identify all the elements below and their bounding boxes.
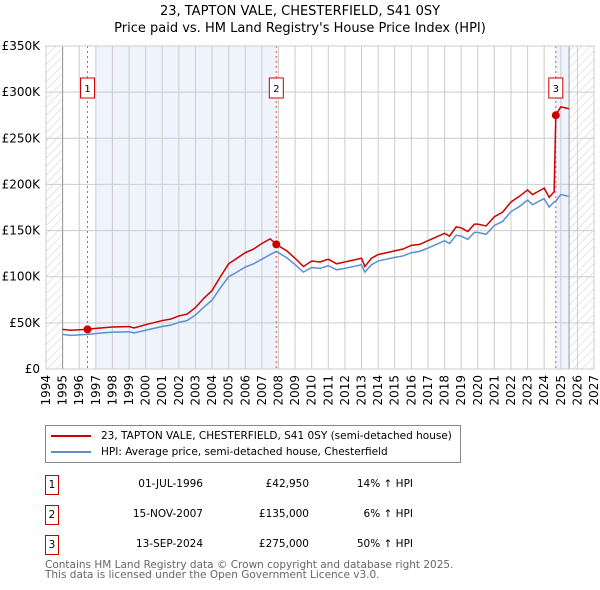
x-tick-label: 2017 xyxy=(421,375,435,406)
subtitle: Price paid vs. HM Land Registry's House … xyxy=(114,21,486,36)
sale-label-box xyxy=(80,77,96,99)
x-tick-label: 1997 xyxy=(89,375,103,406)
sale-label: 3 xyxy=(553,84,559,95)
y-tick-label: £350K xyxy=(2,39,42,53)
x-tick-label: 2022 xyxy=(504,375,518,406)
date: 15-NOV-2007 xyxy=(132,508,203,520)
x-tick-label: 2020 xyxy=(471,375,485,406)
x-tick-label: 1996 xyxy=(72,375,86,406)
chart-title: 23, TAPTON VALE, CHESTERFIELD, S41 0SY P… xyxy=(0,3,600,37)
y-tick-label: £300K xyxy=(2,85,42,99)
y-tick-label: £200K xyxy=(2,177,42,191)
x-tick-label: 2015 xyxy=(388,375,402,406)
x-tick-label: 2006 xyxy=(238,375,252,406)
legend-swatch xyxy=(51,451,91,453)
marker-number: 1 xyxy=(45,475,59,495)
x-tick-label: 2023 xyxy=(521,375,535,406)
sale-label: 2 xyxy=(273,84,279,95)
y-tick-label: £250K xyxy=(2,131,42,145)
y-tick-label: £50K xyxy=(9,316,41,330)
price: £135,000 xyxy=(258,508,309,520)
sale-label-box xyxy=(548,77,564,99)
hpi-line xyxy=(62,193,570,337)
shaded-period xyxy=(95,46,277,369)
transaction-row: 3 13-SEP-2024 £275,000 50% ↑ HPI xyxy=(45,535,445,555)
x-tick-label: 2002 xyxy=(172,375,186,406)
x-tick-label: 2004 xyxy=(205,375,219,406)
y-tick-label: £0 xyxy=(25,362,40,376)
legend-item-hpi: HPI: Average price, semi-detached house,… xyxy=(51,446,388,458)
x-tick-label: 1998 xyxy=(105,375,119,406)
hpi-diff: 6% ↑ HPI xyxy=(363,508,413,520)
x-tick-label: 2010 xyxy=(305,375,319,406)
property-price-line xyxy=(62,106,570,331)
x-tick-label: 2009 xyxy=(288,375,302,406)
legend: 23, TAPTON VALE, CHESTERFIELD, S41 0SY (… xyxy=(45,425,461,463)
x-tick-label: 2001 xyxy=(155,375,169,406)
x-tick-label: 2008 xyxy=(271,375,285,406)
price: £42,950 xyxy=(265,478,309,490)
x-tick-label: 2021 xyxy=(487,375,501,406)
legend-item-property: 23, TAPTON VALE, CHESTERFIELD, S41 0SY (… xyxy=(51,430,452,442)
transaction-row: 1 01-JUL-1996 £42,950 14% ↑ HPI xyxy=(45,475,445,495)
x-tick-label: 1994 xyxy=(39,375,53,406)
sale-point xyxy=(272,240,281,249)
legend-swatch xyxy=(51,435,91,437)
x-tick-label: 2011 xyxy=(321,375,335,406)
x-tick-label: 2018 xyxy=(438,375,452,406)
transaction-row: 2 15-NOV-2007 £135,000 6% ↑ HPI xyxy=(45,505,445,525)
price-chart: £0 £50K £100K £150K £200K £250K £300K £350K 1994… xyxy=(2,39,600,406)
x-tick-label: 2012 xyxy=(338,375,352,406)
sale-label: 1 xyxy=(84,84,90,95)
x-tick-label: 2003 xyxy=(188,375,202,406)
x-tick-label: 1995 xyxy=(56,375,70,406)
x-tick-label: 2016 xyxy=(404,375,418,406)
footer: Contains HM Land Registry data © Crown c… xyxy=(45,559,454,581)
footer-line: Contains HM Land Registry data © Crown c… xyxy=(45,559,454,571)
x-tick-label: 2027 xyxy=(587,375,600,406)
hpi-diff: 14% ↑ HPI xyxy=(356,478,413,490)
x-tick-label: 2019 xyxy=(454,375,468,406)
x-tick-label: 2013 xyxy=(355,375,369,406)
legend-label: 23, TAPTON VALE, CHESTERFIELD, S41 0SY (… xyxy=(101,430,452,442)
marker-number: 2 xyxy=(45,505,59,525)
price: £275,000 xyxy=(258,538,309,550)
shaded-period xyxy=(555,46,570,369)
x-tick-label: 1999 xyxy=(122,375,136,406)
date: 13-SEP-2024 xyxy=(135,538,203,550)
hpi-diff: 50% ↑ HPI xyxy=(356,538,413,550)
x-tick-label: 2026 xyxy=(570,375,584,406)
x-tick-label: 2024 xyxy=(537,375,551,406)
y-tick-label: £150K xyxy=(2,224,42,238)
hatched-region xyxy=(46,46,63,369)
legend-label: HPI: Average price, semi-detached house,… xyxy=(101,446,388,458)
title: 23, TAPTON VALE, CHESTERFIELD, S41 0SY xyxy=(159,4,441,19)
sale-point xyxy=(551,111,560,120)
plot-border xyxy=(45,45,595,370)
date: 01-JUL-1996 xyxy=(138,478,203,490)
marker-number: 3 xyxy=(45,535,59,555)
x-tick-label: 2014 xyxy=(371,375,385,406)
y-tick-label: £100K xyxy=(2,270,42,284)
x-tick-label: 2025 xyxy=(554,375,568,406)
footer-line: This data is licensed under the Open Gov… xyxy=(45,569,380,581)
x-tick-label: 2005 xyxy=(222,375,236,406)
x-tick-label: 2000 xyxy=(139,375,153,406)
sale-point xyxy=(83,325,92,334)
hatched-region xyxy=(569,46,594,369)
sale-label-box xyxy=(268,77,284,99)
x-tick-label: 2007 xyxy=(255,375,269,406)
